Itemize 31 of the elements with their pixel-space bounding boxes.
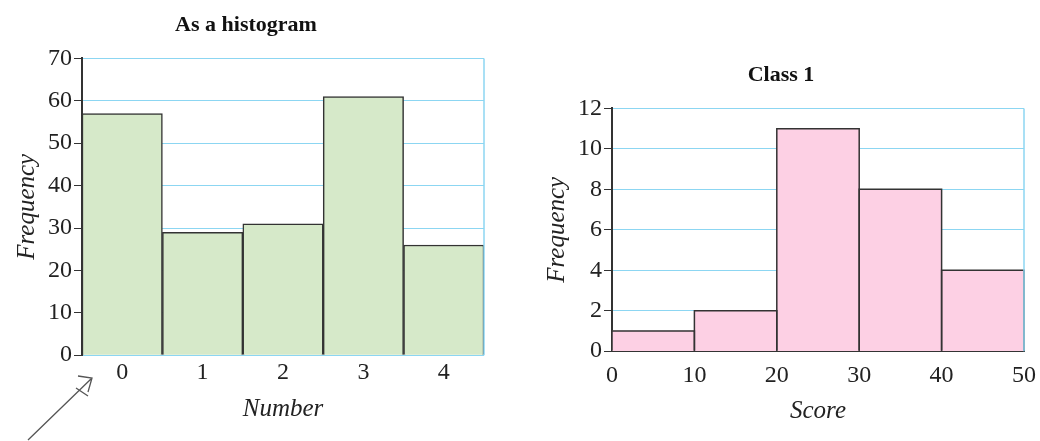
x-tick-label: 2 (277, 357, 289, 384)
y-tick-label: 30 (48, 213, 72, 240)
y-axis-title: Frequency (541, 175, 569, 284)
x-tick-label: 1 (196, 357, 209, 384)
y-tick-label: 2 (590, 296, 602, 323)
x-tick-label: 3 (357, 357, 370, 384)
y-tick-label: 8 (590, 174, 602, 201)
chart-title: Class 1 (747, 60, 815, 86)
x-tick-label: 10 (682, 360, 707, 387)
x-tick-label: 40 (929, 360, 954, 387)
x-tick-label: 20 (764, 360, 789, 387)
y-tick-label: 10 (578, 134, 602, 161)
y-tick-label: 6 (590, 215, 602, 242)
y-tick-label: 0 (60, 340, 72, 367)
x-tick-label: 4 (437, 357, 450, 384)
y-tick-label: 70 (48, 43, 72, 70)
x-axis-title: Number (241, 393, 324, 421)
x-tick-label: 30 (847, 360, 872, 387)
y-tick-label: 12 (578, 93, 602, 120)
y-tick-label: 10 (48, 298, 72, 325)
y-axis-title: Frequency (11, 152, 39, 261)
y-tick-label: 4 (590, 255, 602, 282)
x-tick-label: 50 (1012, 360, 1036, 387)
y-tick-label: 20 (48, 255, 72, 282)
y-tick-label: 40 (48, 170, 72, 197)
y-tick-label: 0 (590, 336, 602, 363)
chart-title: As a histogram (175, 10, 317, 36)
x-axis-title: Score (790, 395, 846, 423)
x-tick-label: 0 (116, 357, 129, 384)
y-tick-label: 60 (48, 86, 72, 113)
y-tick-label: 50 (48, 128, 72, 155)
